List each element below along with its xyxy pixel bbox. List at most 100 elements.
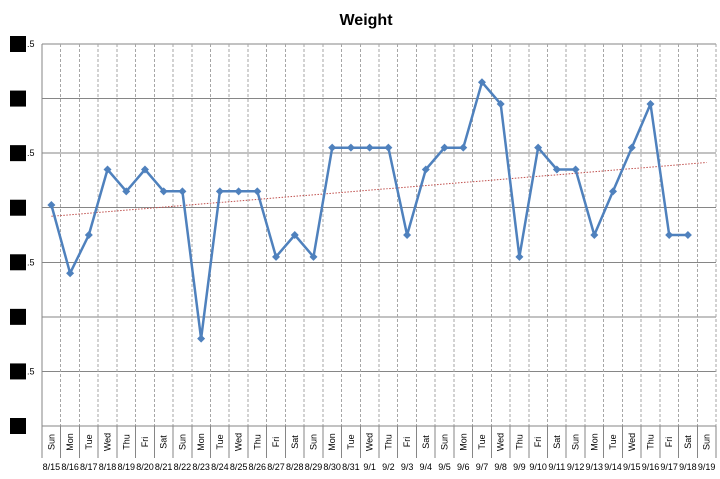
data-point (440, 143, 449, 152)
y-tick-labels: .5 .5 .5 .5 (10, 36, 35, 434)
y-tick-label: .5 (27, 39, 35, 49)
y-tick-label: .5 (27, 257, 35, 267)
x-tick-date: 9/8 (494, 462, 507, 472)
x-tick-date: 9/16 (642, 462, 660, 472)
x-tick-day: Mon (327, 433, 337, 451)
data-point (159, 187, 168, 196)
y-tick-label-mask (10, 199, 26, 216)
data-point (215, 187, 224, 196)
x-tick-day: Wed (365, 433, 375, 451)
data-point (627, 143, 636, 152)
x-tick-day: Wed (234, 433, 244, 451)
x-tick-day: Wed (496, 433, 506, 451)
x-tick-date: 9/15 (623, 462, 641, 472)
data-point (459, 143, 468, 152)
x-tick-day: Sat (159, 435, 169, 449)
x-tick-day: Fri (533, 437, 543, 448)
x-tick-day: Sat (683, 435, 693, 449)
x-tick-day: Tue (84, 434, 94, 449)
x-tick-date: 9/14 (604, 462, 622, 472)
y-tick-label: .5 (27, 148, 35, 158)
x-tick-date: 9/3 (401, 462, 414, 472)
x-tick-day: Sun (177, 434, 187, 450)
x-tick-date: 8/23 (192, 462, 210, 472)
data-point (496, 100, 505, 109)
x-tick-day: Thu (514, 434, 524, 450)
x-tick-day: Wed (103, 433, 113, 451)
x-tick-date: 8/22 (174, 462, 192, 472)
data-point (290, 231, 299, 239)
x-tick-labels: Sun 8/15 Mon 8/16 Tue 8/17 Wed 8/18 Thu 8/19 Fri 8/… (43, 433, 716, 472)
x-tick-day: Sat (552, 435, 562, 449)
data-point (515, 252, 524, 261)
x-tick-date: 9/12 (567, 462, 585, 472)
y-tick-label-mask (10, 308, 26, 325)
x-tick-day: Thu (252, 434, 262, 450)
data-point (178, 187, 187, 196)
data-point (253, 187, 262, 196)
x-tick-date: 9/6 (457, 462, 470, 472)
x-tick-date: 8/26 (249, 462, 267, 472)
data-point (122, 187, 131, 196)
data-point (309, 252, 318, 261)
x-tick-date: 8/19 (117, 462, 135, 472)
x-tick-date: 9/19 (698, 462, 716, 472)
x-tick-date: 9/7 (476, 462, 489, 472)
x-tick-date: 9/5 (438, 462, 451, 472)
data-point (84, 231, 93, 239)
x-tick-date: 9/18 (679, 462, 697, 472)
x-tick-day: Tue (477, 434, 487, 449)
x-tick-date: 8/28 (286, 462, 304, 472)
series-weight (47, 78, 692, 343)
chart-title: Weight (339, 12, 393, 29)
x-tick-day: Wed (627, 433, 637, 451)
x-tick-date: 8/21 (155, 462, 173, 472)
data-point (683, 231, 692, 239)
x-tick-day: Sat (421, 435, 431, 449)
x-tick-date: 9/1 (363, 462, 376, 472)
y-tick-label-mask (10, 36, 26, 52)
y-tick-label-mask (10, 145, 26, 162)
x-tick-date: 9/10 (529, 462, 547, 472)
x-tick-date: 9/11 (548, 462, 565, 472)
x-tick-date: 8/16 (61, 462, 79, 472)
x-tick-day: Thu (121, 434, 131, 450)
x-tick-day: Sun (571, 434, 581, 450)
data-point (477, 78, 486, 87)
data-point (234, 187, 243, 196)
data-point (403, 231, 412, 239)
x-tick-date: 9/4 (420, 462, 433, 472)
data-point (328, 143, 337, 152)
x-tick-date: 8/18 (99, 462, 117, 472)
x-tick-day: Fri (664, 437, 674, 448)
axes (41, 44, 717, 458)
data-point (646, 100, 655, 109)
data-point (346, 143, 355, 152)
x-tick-day: Mon (65, 433, 75, 451)
x-tick-date: 9/17 (660, 462, 678, 472)
x-tick-date: 8/27 (267, 462, 285, 472)
grid (42, 43, 717, 427)
x-tick-date: 8/15 (43, 462, 61, 472)
data-point (384, 143, 393, 152)
y-tick-label-mask (10, 90, 26, 107)
data-point (197, 334, 206, 343)
y-tick-label-mask (10, 254, 26, 271)
x-tick-day: Fri (140, 437, 150, 448)
x-tick-date: 8/20 (136, 462, 154, 472)
data-point (609, 187, 618, 196)
y-tick-label: .5 (27, 366, 35, 376)
data-point (534, 143, 543, 152)
data-point (365, 143, 374, 152)
y-tick-label-mask (10, 363, 26, 380)
x-tick-day: Sun (308, 434, 318, 450)
x-tick-day: Mon (589, 433, 599, 451)
data-point (66, 269, 75, 278)
data-point (571, 165, 580, 174)
data-point (103, 165, 112, 174)
x-tick-day: Fri (402, 437, 412, 448)
x-tick-date: 8/25 (230, 462, 248, 472)
x-tick-day: Tue (608, 434, 618, 449)
x-tick-date: 8/17 (80, 462, 98, 472)
x-tick-day: Sun (702, 434, 712, 450)
